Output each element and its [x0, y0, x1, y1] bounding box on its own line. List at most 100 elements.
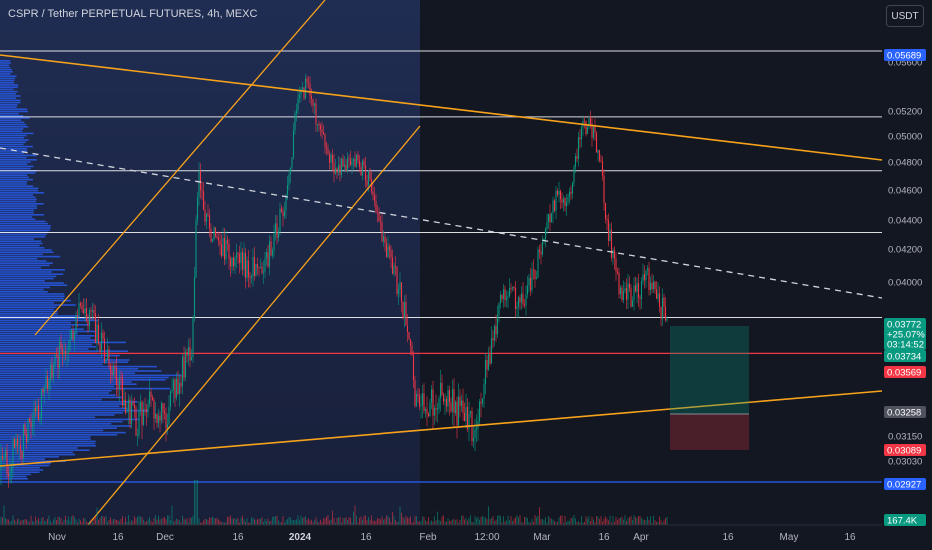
candle-body — [343, 164, 346, 167]
volume-bar — [249, 522, 251, 525]
candle-body — [297, 98, 299, 111]
candle-body — [652, 281, 655, 290]
price-label-text: 0.03258 — [887, 408, 921, 419]
volume-profile-bar — [0, 368, 139, 370]
candle-body — [132, 402, 134, 405]
time-tick-label: Dec — [156, 532, 174, 543]
candle-body — [384, 236, 386, 244]
volume-bar — [660, 520, 662, 525]
candle-body — [462, 400, 464, 413]
volume-bar — [60, 517, 62, 525]
candle-body — [99, 343, 101, 352]
candle-body — [141, 401, 143, 425]
volume-profile-bar — [0, 403, 126, 405]
time-tick-label: 16 — [232, 532, 244, 543]
volume-bar — [95, 516, 96, 525]
volume-bar — [650, 515, 651, 525]
volume-bar — [170, 520, 171, 525]
volume-bar — [194, 480, 195, 525]
volume-profile-bar — [0, 62, 11, 64]
candle-body — [111, 371, 113, 375]
volume-bar — [620, 517, 621, 525]
volume-bar — [150, 520, 152, 525]
candle-body — [349, 158, 352, 166]
volume-bar — [666, 516, 668, 525]
candle-body — [85, 308, 88, 321]
channel-lower-line[interactable] — [87, 125, 421, 526]
candle-body — [483, 384, 485, 399]
volume-profile-bar — [0, 115, 24, 117]
volume-profile-bar — [0, 172, 36, 174]
volume-profile-bar — [0, 207, 37, 209]
candle-body — [180, 383, 182, 387]
candle-body — [637, 283, 640, 298]
volume-bar — [471, 521, 473, 525]
time-tick-label: 16 — [112, 532, 124, 543]
candle-body — [516, 306, 518, 309]
candle-body — [547, 214, 550, 222]
candle-body — [75, 314, 77, 333]
descending-resistance-line[interactable] — [0, 54, 883, 161]
candle-body — [640, 280, 643, 299]
volume-bar — [648, 519, 650, 525]
candle-body — [312, 99, 314, 106]
volume-bar — [294, 520, 296, 525]
volume-profile-bar — [0, 332, 78, 335]
volume-bar — [573, 515, 575, 525]
volume-bar — [348, 517, 350, 525]
candle-body — [435, 408, 437, 410]
candle-body — [505, 297, 508, 300]
candle-body — [37, 405, 40, 420]
volume-profile-bar — [0, 471, 40, 473]
volume-bar — [653, 515, 654, 525]
chart-title: CSPR / Tether PERPETUAL FUTURES, 4h, MEX… — [8, 8, 258, 20]
candle-body — [481, 398, 484, 404]
candle-body — [504, 289, 506, 300]
long-position-tool[interactable] — [670, 326, 749, 450]
volume-profile-bar — [0, 260, 47, 262]
volume-bar — [330, 519, 332, 525]
candle-body — [363, 160, 365, 166]
candle-body — [487, 354, 490, 370]
price-tick-label: 0.04200 — [888, 245, 922, 256]
candle-body — [618, 272, 620, 295]
volume-profile-bar — [0, 271, 52, 273]
volume-bar — [306, 519, 308, 525]
candle-body — [340, 158, 343, 175]
candle-body — [420, 405, 422, 407]
volume-profile-bar — [0, 335, 95, 337]
candle-body — [615, 259, 617, 272]
candle-body — [439, 382, 442, 399]
candle-body — [189, 347, 191, 361]
volume-profile-bar — [0, 453, 76, 456]
candle-body — [54, 355, 56, 366]
volume-bar — [572, 517, 573, 525]
volume-profile-bar — [0, 275, 57, 278]
candle-body — [265, 252, 268, 259]
volume-bar — [230, 515, 231, 525]
candle-body — [660, 306, 662, 319]
volume-bar — [435, 520, 437, 525]
volume-bar — [548, 515, 549, 525]
volume-bar — [585, 516, 587, 525]
volume-bars — [0, 480, 668, 525]
candle-body — [336, 168, 338, 173]
currency-button[interactable]: USDT — [886, 5, 924, 27]
candle-body — [63, 350, 65, 355]
candle-body — [432, 389, 434, 416]
candle-body — [124, 399, 127, 413]
candle-body — [648, 267, 650, 291]
volume-bar — [324, 518, 326, 525]
candle-body — [595, 132, 598, 153]
candle-body — [72, 330, 74, 340]
volume-bar — [110, 517, 111, 525]
candle-body — [133, 404, 136, 409]
volume-bar — [371, 515, 372, 525]
volume-bar — [2, 517, 3, 525]
volume-bar — [344, 518, 345, 525]
channel-upper-line[interactable] — [34, 0, 326, 336]
candle-body — [198, 171, 200, 198]
candle-body — [573, 166, 575, 183]
volume-profile-bar — [0, 198, 37, 201]
